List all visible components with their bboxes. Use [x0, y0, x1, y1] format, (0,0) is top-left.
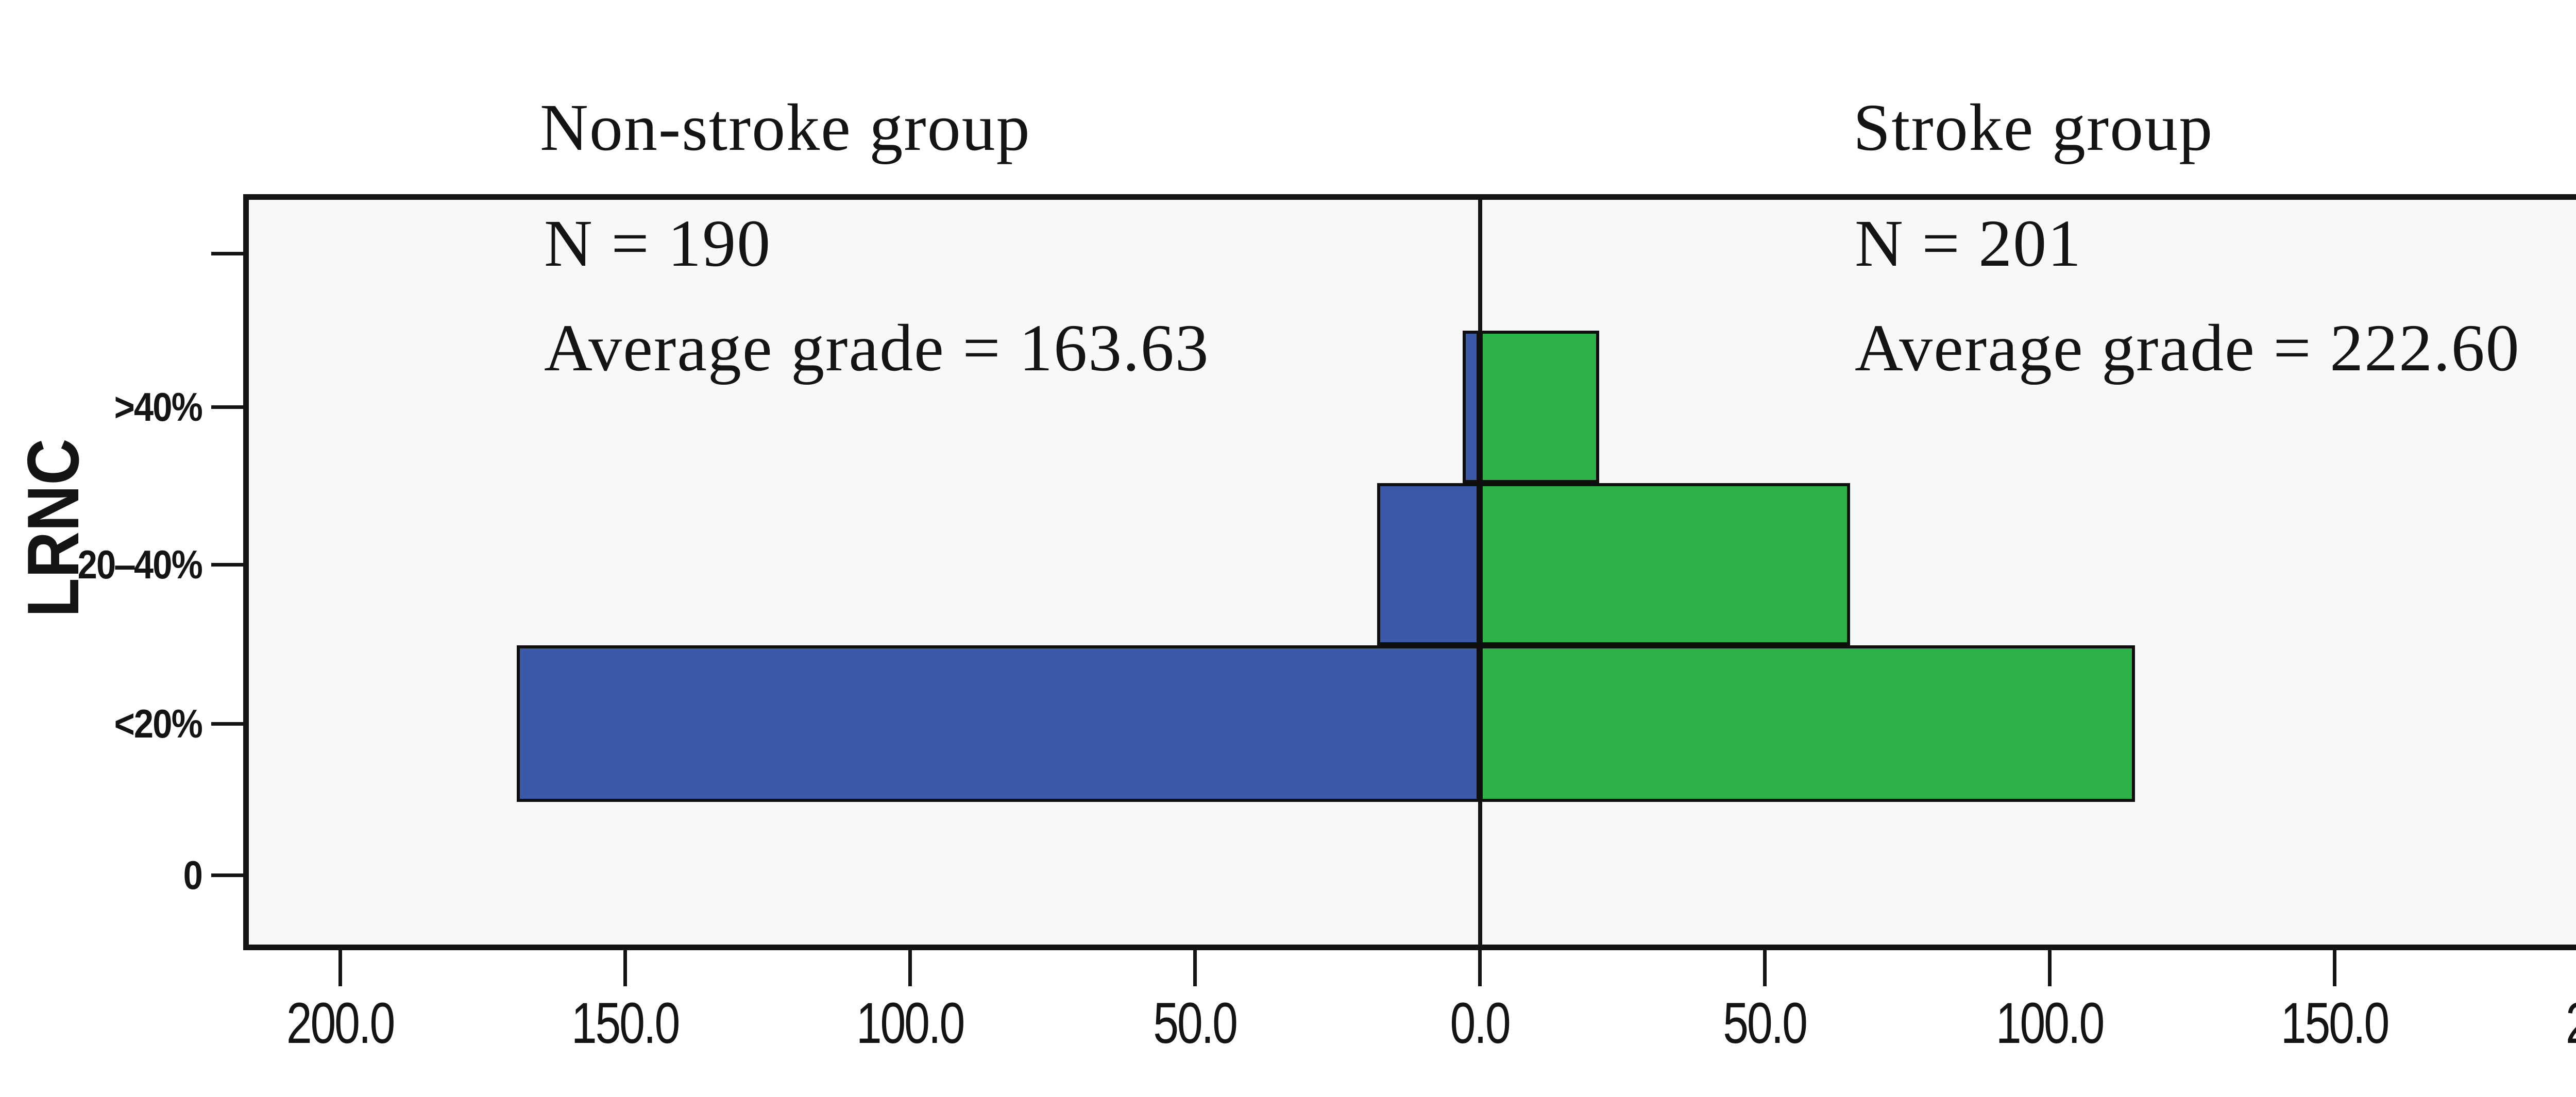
stroke-bar-0: [1480, 331, 1599, 483]
x-label-1: 150.0: [571, 991, 680, 1055]
x-label-6: 100.0: [1995, 991, 2105, 1055]
right-n-annotation: N = 201: [1855, 207, 2082, 281]
x-tick-5: [1763, 950, 1767, 986]
y-tick-left-4: [211, 873, 243, 877]
nonstroke-bar-1: [1377, 483, 1480, 645]
y-tick-left-0: [211, 252, 243, 255]
x-tick-4: [1478, 950, 1482, 986]
y-tick-left-2: [211, 563, 243, 567]
left-avg-annotation: Average grade = 163.63: [544, 311, 1210, 385]
x-tick-3: [1193, 950, 1197, 986]
nonstroke-bar-0: [1463, 331, 1480, 483]
y-label-left-4: 0: [183, 852, 203, 898]
y-label-left-2: 20‒40%: [77, 542, 203, 587]
x-tick-0: [338, 950, 342, 986]
right-group-title: Stroke group: [1853, 91, 2214, 165]
x-label-5: 50.0: [1723, 991, 1808, 1055]
y-label-left-1: >40%: [114, 384, 203, 430]
x-label-3: 50.0: [1153, 991, 1238, 1055]
left-n-annotation: N = 190: [544, 207, 772, 281]
x-label-0: 200.0: [286, 991, 395, 1055]
x-tick-7: [2333, 950, 2336, 986]
x-label-2: 100.0: [856, 991, 965, 1055]
x-tick-2: [908, 950, 912, 986]
y-label-left-3: <20%: [114, 701, 203, 746]
x-label-8: 200.0: [2566, 990, 2576, 1056]
y-tick-left-3: [211, 722, 243, 726]
x-tick-6: [2048, 950, 2052, 986]
y-tick-left-1: [211, 405, 243, 409]
stroke-bar-2: [1480, 645, 2135, 802]
nonstroke-bar-2: [517, 645, 1480, 802]
x-tick-1: [623, 950, 627, 986]
left-group-title: Non-stroke group: [540, 91, 1031, 165]
x-label-7: 150.0: [2280, 991, 2389, 1055]
right-avg-annotation: Average grade = 222.60: [1855, 311, 2520, 385]
stroke-bar-1: [1480, 483, 1850, 645]
x-label-4: 0.0: [1450, 991, 1511, 1055]
